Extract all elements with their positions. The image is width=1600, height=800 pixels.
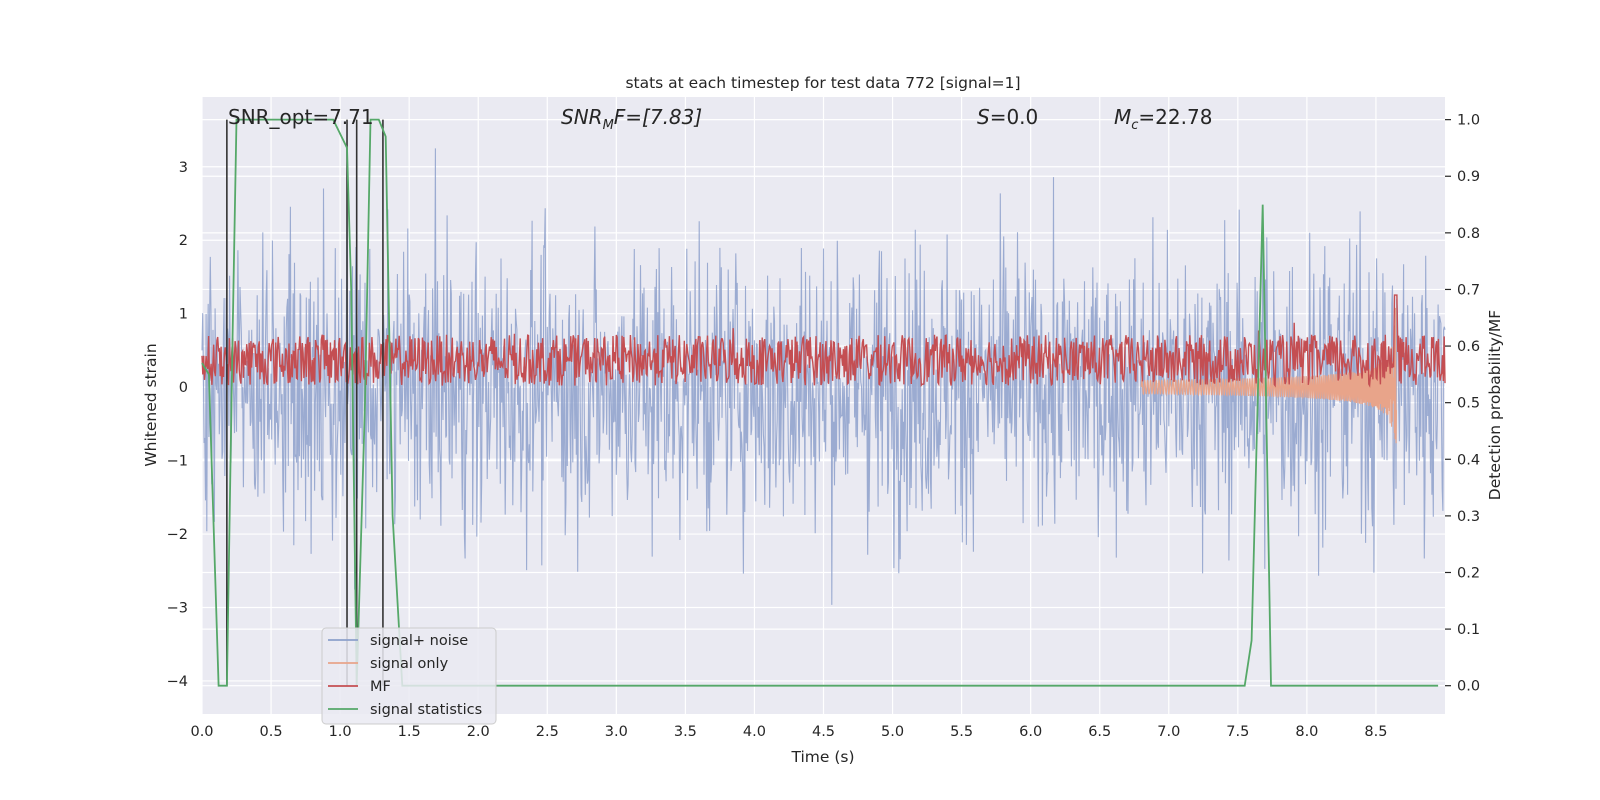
x-tick-label: 4.0	[743, 724, 766, 740]
series-signal-only	[1140, 307, 1397, 444]
annotation-mc-base: M	[1114, 105, 1131, 129]
chart-title: stats at each timestep for test data 772…	[625, 74, 1020, 92]
signal-only-line	[1140, 307, 1397, 444]
y2-tick-label: 0.1	[1457, 622, 1480, 638]
legend-label-signal-noise: signal+ noise	[370, 633, 468, 649]
annotation-s-var: S	[977, 105, 990, 129]
x-tick-label: 4.5	[812, 724, 835, 740]
annotation-snr-opt: SNR_opt=7.71	[228, 105, 374, 129]
x-axis-label: Time (s)	[790, 748, 854, 766]
y2-tick-label: 0.2	[1457, 565, 1480, 581]
y-tick-label: 1	[179, 307, 188, 323]
y2-tick-label: 0.4	[1457, 452, 1480, 468]
y2-tick-label: 0.8	[1457, 226, 1480, 242]
series-signal-plus-noise	[201, 148, 1446, 605]
annotation-s: S=0.0	[977, 105, 1038, 129]
x-tick-label: 2.5	[536, 724, 559, 740]
annotation-mc-sub: c	[1131, 118, 1138, 133]
series-signal-statistics	[201, 118, 1439, 687]
y-tick-label: −3	[167, 600, 188, 616]
y2-axis-label: Detection probability/MF	[1486, 310, 1504, 501]
signal-statistics-line	[201, 118, 1439, 687]
x-axis-ticks: 0.0 0.5 1.0 1.5 2.0 2.5 3.0 3.5 4.0 4.5 5.0 5.5 6.0 6…	[190, 724, 1387, 740]
x-tick-label: 8.0	[1295, 724, 1318, 740]
legend-label-mf: MF	[370, 679, 391, 695]
x-tick-label: 7.5	[1226, 724, 1249, 740]
y2-tick-label: 0.6	[1457, 339, 1480, 355]
series-mf	[201, 294, 1446, 388]
x-tick-label: 8.5	[1364, 724, 1387, 740]
x-tick-label: 0.5	[260, 724, 283, 740]
annotation-mc-rest: =22.78	[1138, 105, 1212, 129]
x-tick-label: 3.5	[674, 724, 697, 740]
annotation-s-rest: =0.0	[990, 105, 1039, 129]
legend-label-signal-only: signal only	[370, 656, 449, 672]
y2-tick-label: 0.7	[1457, 282, 1480, 298]
y2-tick-label: 0.0	[1457, 679, 1480, 695]
y2-tick-label: 0.3	[1457, 509, 1480, 525]
vertical-markers	[226, 119, 384, 686]
x-tick-label: 1.0	[329, 724, 352, 740]
annotation-snr-mf: SNRMF=[7.83]	[561, 105, 702, 133]
x-tick-label: 6.0	[1019, 724, 1042, 740]
x-tick-label: 5.5	[950, 724, 973, 740]
annotation-snr-mf-base: SNR	[561, 105, 603, 129]
y-tick-label: 2	[179, 233, 188, 249]
y-tick-label: 0	[179, 380, 188, 396]
x-tick-label: 7.0	[1157, 724, 1180, 740]
annotation-snr-mf-rest: F=[7.83]	[614, 105, 702, 129]
x-tick-label: 5.0	[881, 724, 904, 740]
annotation-snr-mf-sub: M	[603, 118, 614, 133]
legend-label-signal-statistics: signal statistics	[370, 702, 482, 718]
y-tick-label: −2	[167, 527, 188, 543]
legend-box	[321, 627, 497, 725]
y-tick-label: 3	[179, 160, 188, 176]
x-tick-label: 0.0	[190, 724, 213, 740]
y-tick-label: −4	[167, 674, 188, 690]
y-axis-ticks: 3 2 1 0 −1 −2 −3 −4	[167, 160, 188, 690]
signal-plus-noise-line	[201, 148, 1446, 605]
x-tick-label: 1.5	[398, 724, 421, 740]
annotation-mc: Mc=22.78	[1114, 105, 1212, 133]
y-tick-label: −1	[167, 454, 188, 470]
y2-tick-label: 0.9	[1457, 169, 1480, 185]
legend: signal+ noise signal only MF signal stat…	[321, 627, 497, 725]
y2-tick-label: 0.5	[1457, 396, 1480, 412]
x-tick-label: 2.0	[467, 724, 490, 740]
y2-axis-ticks: 1.0 0.9 0.8 0.7 0.6 0.5 0.4 0.3 0.2 0.1 0.0	[1445, 113, 1480, 695]
x-tick-label: 6.5	[1088, 724, 1111, 740]
x-tick-label: 3.0	[605, 724, 628, 740]
mf-line	[201, 294, 1446, 388]
y-axis-label: Whitened strain	[142, 343, 160, 466]
y2-tick-label: 1.0	[1457, 113, 1480, 129]
